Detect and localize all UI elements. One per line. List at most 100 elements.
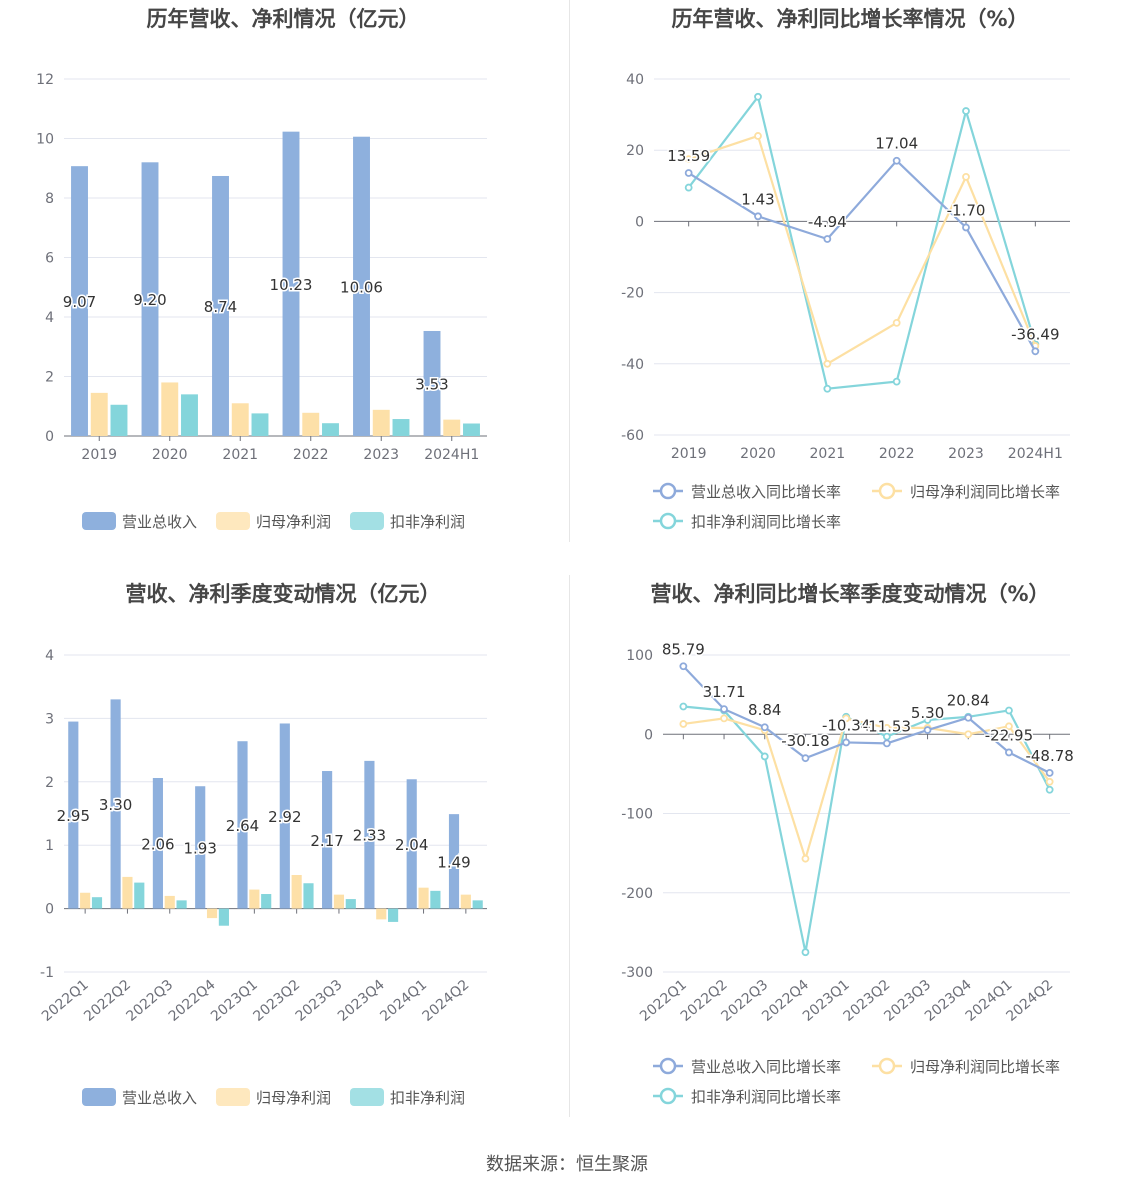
point-归母净利润同比增长率-2022Q1	[679, 720, 688, 728]
point-扣非净利润同比增长率-2022Q1	[679, 702, 688, 711]
legend-swatch	[82, 1088, 116, 1106]
bar-归母净利润-2023	[372, 409, 390, 436]
bar-value-label: 1.93	[184, 839, 217, 857]
x-tick-label: 2022Q2	[81, 977, 134, 1025]
bar-扣非净利润-2024Q2	[472, 900, 483, 909]
bar-营业总收入-2024Q2	[448, 814, 460, 909]
legend-swatch	[82, 512, 116, 530]
point-归母净利润同比增长率-2021	[823, 359, 832, 368]
divider-bottom	[569, 575, 570, 1117]
point-归母净利润同比增长率-2024Q2	[1045, 777, 1054, 786]
legend-marker	[659, 1057, 677, 1075]
bar-扣非净利润-2022Q3	[176, 900, 187, 909]
legend-label: 扣非净利润	[390, 513, 465, 531]
line-value-label: 1.43	[741, 190, 774, 208]
y-tick-label: 40	[626, 72, 644, 88]
y-tick-label: 4	[45, 310, 54, 326]
chart-title: 历年营收、净利同比增长率情况（%）	[671, 7, 1028, 31]
point-扣非净利润同比增长率-2020	[754, 92, 762, 101]
x-tick-label: 2023Q4	[335, 977, 388, 1025]
x-tick-label: 2023	[948, 446, 984, 462]
bar-扣非净利润-2022Q1	[91, 897, 103, 909]
line-value-label: -48.78	[1025, 747, 1073, 765]
line-归母净利润同比增长率	[688, 134, 1037, 366]
line-value-label: 20.84	[947, 692, 990, 710]
legend-marker	[878, 1057, 896, 1075]
bar-归母净利润-2021	[231, 403, 249, 436]
y-tick-label: -60	[621, 428, 644, 444]
bar-营业总收入-2024Q1	[406, 779, 417, 909]
y-tick-label: -20	[621, 286, 644, 302]
bar-归母净利润-2023Q1	[249, 889, 260, 909]
x-tick-label: 2020	[740, 446, 776, 462]
legend-marker	[659, 512, 677, 530]
point-营业总收入同比增长率-2023	[962, 223, 970, 232]
bar-value-label: 3.53	[415, 375, 448, 393]
line-归母净利润同比增长率	[683, 717, 1051, 863]
legend-label: 营业总收入	[122, 513, 197, 531]
annual-amount-chart: 历年营收、净利情况（亿元） 0 2 4 6 8 10 12 2019 2020 2021 2022 20…	[36, 7, 487, 531]
quarterly-amount-panel: 营收、净利季度变动情况（亿元） -1 0 1 2 3 4 2022Q1 2022Q2 2022Q3…	[0, 575, 567, 1150]
x-tick-label: 2019	[81, 447, 117, 463]
annual-growth-chart: 历年营收、净利同比增长率情况（%） -60 -40 -20 0 20 40 2019 2020 2…	[621, 7, 1070, 531]
bar-归母净利润-2023Q3	[333, 894, 345, 909]
bar-扣非净利润-2019	[110, 404, 128, 436]
x-tick-label: 2022Q1	[39, 977, 92, 1025]
line-营业总收入同比增长率	[688, 159, 1037, 352]
legend-label: 营业总收入	[122, 1089, 197, 1107]
line-value-label: -10.34	[822, 716, 870, 734]
x-tick-label: 2021	[810, 446, 846, 462]
point-扣非净利润同比增长率-2022Q3	[760, 752, 769, 761]
bar-归母净利润-2019	[90, 392, 108, 436]
point-营业总收入同比增长率-2020	[754, 212, 762, 221]
bar-扣非净利润-2023Q1	[261, 894, 272, 909]
bar-扣非净利润-2023	[392, 419, 410, 436]
bar-value-label: 2.04	[395, 836, 428, 854]
point-营业总收入同比增长率-2024Q2	[1045, 769, 1054, 777]
bar-营业总收入-2024H1	[423, 330, 441, 436]
bar-营业总收入-2023	[353, 136, 370, 436]
point-扣非净利润同比增长率-2024Q1	[1005, 706, 1013, 715]
line-value-label: -22.95	[985, 726, 1033, 744]
bar-归母净利润-2022Q1	[80, 892, 91, 909]
data-source: 数据来源：恒生聚源	[486, 1154, 648, 1175]
bar-扣非净利润-2022	[322, 423, 339, 436]
bar-value-label: 2.64	[226, 817, 259, 835]
bar-归母净利润-2022Q4	[206, 908, 218, 919]
point-营业总收入同比增长率-2023Q1	[842, 738, 851, 747]
legend-label: 归母净利润	[256, 513, 331, 531]
bar-归母净利润-2022Q3	[164, 895, 175, 909]
bar-营业总收入-2022Q3	[152, 777, 163, 909]
bar-归母净利润-2024Q1	[418, 887, 429, 909]
bar-value-label: 2.92	[268, 808, 301, 826]
point-扣非净利润同比增长率-2021	[823, 384, 832, 393]
x-tick-label: 2022	[293, 447, 329, 463]
chart-title: 历年营收、净利情况（亿元）	[147, 7, 420, 31]
bar-value-label: 1.49	[437, 853, 470, 871]
legend-label: 扣非净利润同比增长率	[691, 513, 841, 531]
bar-扣非净利润-2020	[181, 394, 198, 436]
bar-value-label: 2.33	[353, 827, 386, 845]
annual-growth-panel: 历年营收、净利同比增长率情况（%） -60 -40 -20 0 20 40 2019 2020 2…	[567, 0, 1134, 575]
point-扣非净利润同比增长率-2022Q4	[801, 948, 810, 957]
quarterly-amount-chart: 营收、净利季度变动情况（亿元） -1 0 1 2 3 4 2022Q12022Q22022Q3…	[39, 582, 487, 1107]
point-归母净利润同比增长率-2023Q1	[842, 714, 851, 723]
quarterly-growth-chart: 营收、净利同比增长率季度变动情况（%）-300-200-10001002022Q…	[621, 582, 1075, 1106]
bar-营业总收入-2020	[141, 162, 159, 437]
point-归母净利润同比增长率-2023Q4	[964, 730, 973, 739]
line-扣非净利润同比增长率	[687, 94, 1037, 390]
bar-扣非净利润-2023Q3	[345, 899, 356, 909]
x-tick-label: 2022Q3	[123, 977, 176, 1025]
x-tick-label: 2024H1	[1008, 446, 1063, 462]
line-value-label: -1.70	[947, 201, 986, 219]
point-营业总收入同比增长率-2022Q1	[679, 662, 688, 671]
x-tick-label: 2024H1	[424, 447, 479, 463]
point-扣非净利润同比增长率-2023	[962, 107, 970, 115]
point-归母净利润同比增长率-2023	[962, 172, 970, 181]
legend-swatch	[350, 1088, 384, 1106]
bar-扣非净利润-2024Q1	[430, 890, 441, 909]
point-归母净利润同比增长率-2023Q2	[882, 724, 891, 732]
line-营业总收入同比增长率	[682, 665, 1051, 774]
x-tick-label: 2024Q2	[420, 977, 473, 1025]
y-tick-label: 8	[45, 191, 54, 207]
